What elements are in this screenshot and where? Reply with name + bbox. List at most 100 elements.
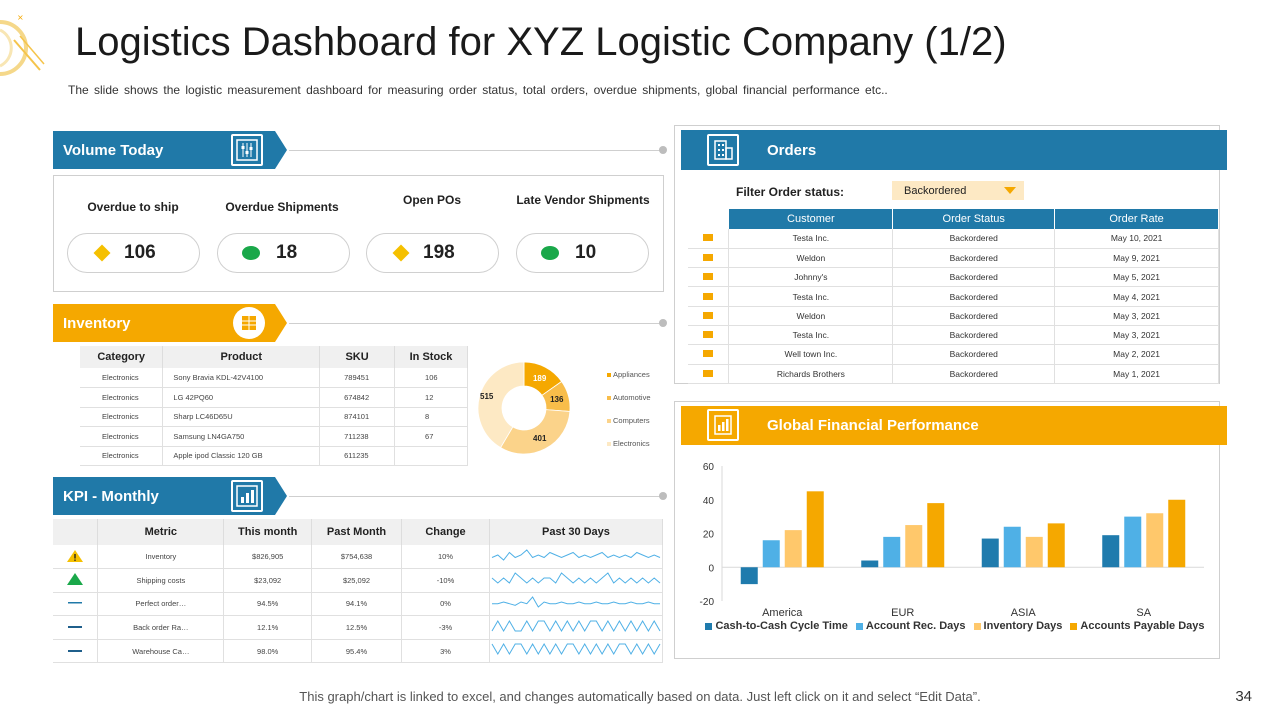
table-cell: Backordered (892, 248, 1056, 269)
bar (1168, 499, 1186, 568)
kpi-label-late-vendor-shipments: Late Vendor Shipments (516, 193, 650, 207)
legend-label: Appliances (613, 370, 650, 379)
page-number: 34 (1235, 688, 1252, 705)
kpi-monthly-banner-arrow (275, 477, 287, 515)
volume-today-banner-arrow (275, 131, 287, 169)
kpi-value: 198 (423, 242, 455, 263)
legend-item: Automotive (607, 386, 677, 409)
kpi-label-overdue-shipments: Overdue Shipments (225, 200, 339, 214)
global-financial-bar-chart: 60 40 20 0 -20 America EUR ASIA SA (700, 462, 1204, 619)
bar (1025, 536, 1043, 568)
marker-cell (688, 306, 730, 326)
indicator-cell (53, 592, 99, 617)
legend-label: Inventory Days (983, 620, 1063, 632)
table-row: Perfect order… 94.5% 94.1% 0% (53, 592, 664, 617)
table-row: Testa Inc. Backordered May 3, 2021 (688, 325, 1219, 346)
diamond-indicator-icon (93, 244, 111, 262)
legend-item: Accounts Payable Days (1070, 620, 1205, 632)
x-tick-label: SA (1136, 607, 1151, 619)
bar (1047, 523, 1065, 568)
indicator-cell (53, 568, 99, 593)
divider-dot (659, 146, 667, 154)
table-cell: Backordered (892, 286, 1056, 307)
chevron-down-icon (1004, 186, 1016, 194)
table-cell: Inventory (97, 545, 225, 570)
table-cell: $754,638 (311, 545, 403, 570)
legend-swatch (1070, 622, 1078, 630)
table-cell: May 3, 2021 (1054, 306, 1219, 326)
sparkline-cell (489, 615, 664, 640)
orders-title: Orders (767, 141, 817, 159)
dash-icon (68, 602, 83, 604)
order-status-dropdown[interactable]: Backordered (892, 181, 1024, 200)
sparkline (491, 596, 660, 608)
orange-marker-icon (703, 350, 714, 358)
bar (1003, 526, 1021, 568)
kpi-monthly-banner: KPI - Monthly (53, 477, 275, 515)
sparkline (491, 548, 661, 561)
column-header: SKU (319, 346, 396, 368)
kpi-value: 10 (575, 242, 597, 263)
x-tick-label: America (762, 607, 803, 619)
legend-label: Computers (613, 416, 650, 425)
table-cell: 10% (401, 545, 490, 570)
divider-dot (659, 319, 667, 327)
table-row: Electronics Samsung LN4GA750 711238 67 (80, 426, 468, 447)
bar (1124, 516, 1142, 568)
table-cell: 67 (394, 426, 468, 447)
table-cell: -10% (401, 568, 490, 593)
table-cell: 8 (394, 407, 468, 427)
bar (861, 560, 879, 568)
divider-line (289, 323, 663, 324)
column-header: This month (223, 519, 312, 545)
inventory-donut-chart: 189 136 401 (477, 361, 571, 455)
dash-icon (68, 626, 83, 629)
table-cell: 94.5% (223, 592, 312, 617)
table-cell: Richards Brothers (728, 364, 894, 384)
table-cell: Weldon (728, 248, 894, 269)
indicator-cell (53, 639, 99, 664)
marker-cell (688, 344, 730, 365)
kpi-monthly-title: KPI - Monthly (63, 487, 159, 505)
legend-label: Accounts Payable Days (1080, 620, 1205, 632)
indicator-cell (53, 545, 99, 570)
x-tick-label: EUR (891, 607, 914, 619)
table-row: Electronics LG 42PQ60 674842 12 (80, 387, 468, 408)
legend-label: Account Rec. Days (865, 620, 966, 632)
marker-column-header (688, 209, 730, 229)
kpi-label-open-pos: Open POs (402, 193, 461, 207)
table-row: Warehouse Ca… 98.0% 95.4% 3% (53, 639, 664, 664)
footer-note: This graph/chart is linked to excel, and… (299, 689, 981, 704)
bar (740, 567, 758, 585)
triangle-up-icon (67, 573, 84, 586)
table-cell: Electronics (80, 446, 164, 466)
table-cell: 98.0% (223, 639, 312, 664)
table-cell: 12 (394, 387, 468, 408)
sparkline (491, 643, 661, 656)
legend-item: Account Rec. Days (855, 620, 966, 632)
sparkline-cell (489, 639, 664, 664)
divider-line (289, 496, 663, 497)
diamond-indicator-icon (392, 244, 410, 262)
table-cell: Shipping costs (97, 568, 225, 593)
table-cell: 95.4% (311, 639, 403, 664)
table-cell: Testa Inc. (728, 325, 894, 346)
kpi-table-header: Metric This month Past Month Change Past… (53, 519, 664, 545)
sparkline-path (491, 619, 661, 632)
table-row: Shipping costs $23,092 $25,092 -10% (53, 568, 664, 593)
volume-today-banner: Volume Today (53, 131, 275, 169)
table-cell: 94.1% (311, 592, 403, 617)
marker-cell (688, 267, 730, 288)
table-cell: 674842 (319, 387, 396, 408)
y-tick-label: 60 (703, 462, 715, 473)
marker-cell (688, 364, 730, 384)
legend-swatch (607, 395, 611, 400)
sparkline-path (491, 596, 660, 608)
column-header: Past Month (311, 519, 403, 545)
table-row: Electronics Apple ipod Classic 120 GB 61… (80, 446, 468, 466)
bar (981, 538, 999, 568)
sliders-icon (231, 134, 263, 166)
sparkline-path (491, 572, 661, 585)
sparkline-cell (489, 592, 664, 617)
bar (927, 503, 945, 568)
